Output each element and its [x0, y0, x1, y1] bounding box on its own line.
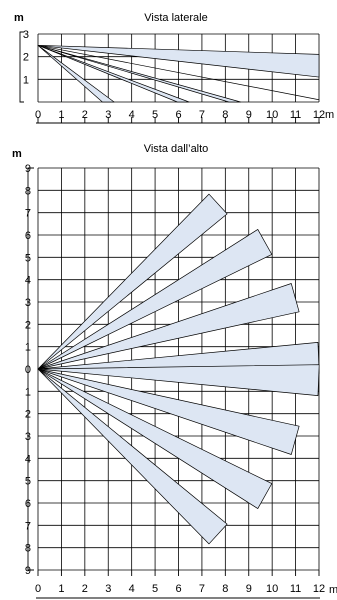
top-view-title: Vista dall’alto [144, 143, 209, 155]
side-long-range-zone [37, 44, 320, 78]
side-view: Vista laterale m 0 1 2 3 4 5 6 7 8 9 10 11 12 321 m [14, 12, 334, 124]
side-floor-beam [37, 44, 190, 103]
top-x-tick-label: 1 [58, 583, 64, 595]
top-y-tick-label: 7 [25, 208, 31, 220]
top-y-tick-label: 4 [25, 453, 31, 465]
top-detection-zone [37, 283, 300, 370]
top-y-tick-label: 8 [25, 543, 31, 555]
side-floor-beam [37, 44, 241, 103]
side-y-tick-label: 3 [23, 29, 29, 41]
top-x-tick-label: 4 [129, 583, 135, 595]
top-view-y-unit: m [12, 148, 22, 160]
side-x-tick-label: 10 [266, 109, 278, 121]
top-y-tick-label: 2 [25, 409, 31, 421]
top-view: Vista dall’alto m 0 1 2 3 4 5 6 7 8 9 10 11 12 98765… [12, 143, 337, 599]
top-y-tick-label: 9 [25, 565, 31, 577]
top-view-zones [37, 193, 320, 545]
top-y-tick-label: 6 [25, 230, 31, 242]
top-y-tick-label: 7 [25, 520, 31, 532]
side-view-x-ticks: 0 1 2 3 4 5 6 7 8 9 10 11 12 [35, 109, 325, 123]
top-y-tick-label: 4 [25, 275, 31, 287]
top-y-tick-label: 1 [25, 386, 31, 398]
top-x-tick-label: 10 [266, 583, 278, 595]
side-x-tick-label: 7 [199, 109, 205, 121]
top-x-tick-label: 5 [152, 583, 158, 595]
side-view-x-unit: m [325, 109, 334, 121]
side-view-height-bracket [19, 31, 24, 103]
side-y-tick-label: 1 [23, 74, 29, 86]
top-view-bracket [27, 167, 34, 571]
side-x-tick-label: 8 [222, 109, 228, 121]
top-x-tick-label: 9 [246, 583, 252, 595]
top-detection-zone [37, 368, 300, 455]
top-x-tick-label: 12 [313, 583, 325, 595]
side-view-y-unit: m [14, 12, 24, 24]
side-view-beams [37, 44, 320, 103]
side-x-tick-label: 9 [246, 109, 252, 121]
top-view-x-ticks: 0 1 2 3 4 5 6 7 8 9 10 11 12 [35, 570, 325, 595]
top-y-tick-label: 9 [25, 163, 31, 175]
top-y-tick-label: 0 [25, 364, 31, 376]
side-floor-beam [37, 44, 320, 101]
top-x-tick-label: 11 [290, 583, 301, 595]
side-x-tick-label: 5 [152, 109, 158, 121]
side-view-y-ticks: 3 2 1 [23, 29, 29, 86]
top-x-tick-label: 7 [199, 583, 205, 595]
top-y-tick-label: 1 [25, 342, 31, 354]
top-x-tick-label: 2 [82, 583, 88, 595]
top-y-tick-label: 3 [25, 431, 31, 443]
side-x-tick-label: 2 [82, 109, 88, 121]
top-x-tick-label: 6 [175, 583, 181, 595]
side-x-tick-label: 11 [290, 109, 301, 121]
top-y-tick-label: 3 [25, 297, 31, 309]
side-x-tick-label: 4 [129, 109, 135, 121]
side-x-tick-label: 6 [175, 109, 181, 121]
top-x-tick-label: 3 [105, 583, 111, 595]
top-x-tick-label: 8 [222, 583, 228, 595]
top-y-tick-label: 5 [25, 252, 31, 264]
top-detection-zone [37, 368, 273, 509]
top-y-tick-label: 8 [25, 185, 31, 197]
top-detection-zone [37, 229, 273, 370]
side-floor-beam [37, 44, 115, 103]
side-x-tick-label: 3 [105, 109, 111, 121]
top-detection-zone [37, 193, 228, 370]
side-x-tick-label: 12 [313, 109, 325, 121]
top-y-tick-label: 5 [25, 476, 31, 488]
top-y-tick-label: 6 [25, 498, 31, 510]
top-detection-zone [37, 368, 228, 545]
side-x-tick-label: 0 [35, 109, 41, 121]
top-detection-zone [37, 364, 320, 396]
top-view-y-ticks: 9 8 7 6 5 4 3 2 1 0 1 2 3 4 5 6 7 8 9 [25, 163, 31, 577]
side-x-tick-label: 1 [58, 109, 64, 121]
top-y-tick-label: 2 [25, 319, 31, 331]
top-x-tick-label: 0 [35, 583, 41, 595]
top-view-x-unit: m [329, 584, 337, 596]
side-view-title: Vista laterale [144, 12, 207, 24]
side-y-tick-label: 2 [23, 52, 29, 64]
